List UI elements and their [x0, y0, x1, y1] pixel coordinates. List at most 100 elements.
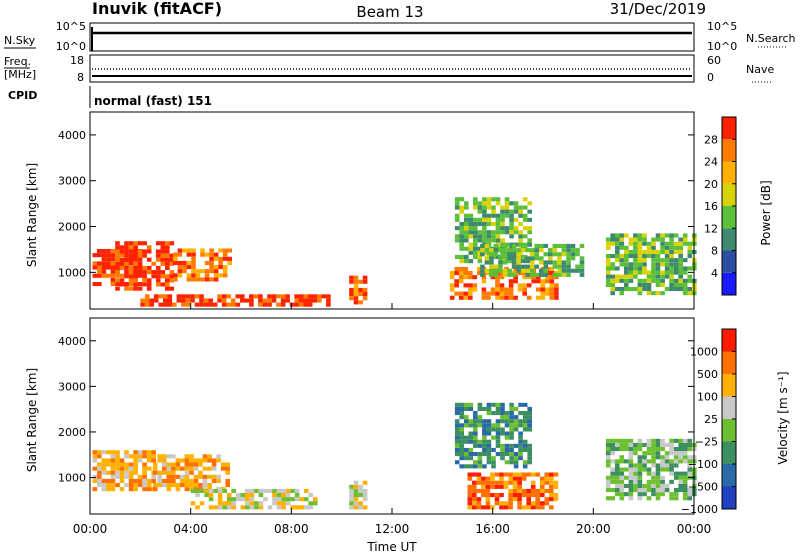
scatter-cell	[534, 248, 539, 253]
scatter-cell	[97, 483, 102, 488]
scatter-cell	[549, 480, 554, 485]
scatter-cell	[468, 402, 474, 407]
scatter-cell	[605, 475, 611, 480]
scatter-cell	[687, 459, 693, 464]
power-ylabel: Slant Range [km]	[25, 163, 39, 267]
scatter-cell	[92, 253, 98, 258]
scatter-cell	[549, 295, 555, 300]
scatter-cell	[575, 248, 580, 253]
scatter-cell	[527, 259, 532, 264]
scatter-cell	[464, 205, 469, 210]
scatter-cell	[511, 260, 517, 265]
scatter-cell	[180, 474, 185, 479]
scatter-cell	[651, 254, 656, 259]
scatter-cell	[678, 254, 683, 259]
scatter-cell	[628, 442, 634, 447]
scatter-cell	[494, 472, 500, 477]
scatter-cell	[199, 298, 204, 303]
scatter-cell	[307, 302, 313, 307]
scatter-cell	[115, 270, 120, 275]
scatter-cell	[646, 442, 652, 447]
scatter-cell	[509, 217, 514, 222]
scatter-cell	[195, 273, 201, 278]
scatter-cell	[349, 493, 354, 498]
scatter-cell	[521, 476, 527, 481]
scatter-cell	[358, 287, 363, 292]
scatter-cell	[610, 475, 615, 480]
scatter-cell	[473, 419, 478, 424]
scatter-cell	[240, 294, 245, 299]
scatter-cell	[553, 480, 559, 485]
scatter-cell	[540, 493, 545, 498]
scatter-cell	[678, 278, 683, 283]
scatter-cell	[637, 496, 643, 501]
scatter-cell	[97, 474, 102, 479]
scatter-cell	[152, 487, 158, 492]
scatter-cell	[624, 270, 629, 275]
scatter-cell	[500, 209, 505, 214]
scatter-cell	[530, 505, 536, 510]
colorbar-segment	[722, 117, 736, 140]
scatter-cell	[258, 294, 263, 299]
scatter-cell	[240, 497, 246, 502]
scatter-cell	[513, 275, 518, 280]
scatter-cell	[536, 295, 541, 300]
scatter-cell	[518, 456, 523, 461]
scatter-cell	[529, 268, 535, 273]
scatter-cell	[468, 291, 473, 296]
scatter-cell	[166, 487, 172, 492]
x-tick-label: 16:00	[475, 522, 510, 536]
scatter-cell	[682, 459, 688, 464]
scatter-cell	[454, 419, 460, 424]
scatter-cell	[495, 423, 501, 428]
scatter-cell	[165, 257, 170, 262]
scatter-cell	[166, 454, 172, 459]
scatter-cell	[158, 294, 164, 299]
scatter-cell	[110, 483, 116, 488]
scatter-cell	[642, 287, 647, 292]
scatter-cell	[110, 487, 116, 492]
scatter-cell	[152, 462, 158, 467]
scatter-cell	[468, 242, 474, 247]
scatter-cell	[539, 248, 544, 253]
scatter-cell	[495, 427, 501, 432]
colorbar-tick-label: 4	[711, 267, 718, 280]
scatter-cell	[495, 452, 501, 457]
scatter-cell	[464, 439, 469, 444]
scatter-cell	[464, 456, 469, 461]
scatter-cell	[655, 483, 661, 488]
scatter-cell	[664, 488, 670, 493]
scatter-cell	[624, 475, 629, 480]
scatter-cell	[473, 443, 478, 448]
scatter-cell	[526, 497, 531, 502]
scatter-cell	[500, 222, 505, 227]
scatter-cell	[473, 460, 478, 465]
scatter-cell	[527, 230, 532, 235]
scatter-cell	[124, 474, 129, 479]
scatter-cell	[258, 505, 264, 510]
scatter-cell	[673, 241, 679, 246]
scatter-cell	[195, 488, 200, 493]
scatter-cell	[504, 443, 510, 448]
scatter-cell	[566, 248, 571, 253]
scatter-cell	[509, 230, 514, 235]
scatter-cell	[637, 463, 643, 468]
colorbar-segment	[722, 228, 736, 251]
scatter-cell	[124, 241, 129, 246]
scatter-cell	[526, 488, 531, 493]
sky-panel	[89, 22, 695, 52]
scatter-cell	[508, 283, 514, 288]
scatter-cell	[495, 213, 501, 218]
scatter-cell	[619, 455, 625, 460]
scatter-cell	[171, 478, 176, 483]
scatter-cell	[605, 258, 611, 263]
scatter-cell	[171, 474, 176, 479]
scatter-cell	[468, 419, 474, 424]
scatter-cell	[610, 459, 615, 464]
scatter-cell	[610, 447, 615, 452]
scatter-cell	[660, 459, 665, 464]
scatter-cell	[106, 257, 111, 262]
scatter-cell	[191, 248, 196, 253]
scatter-cell	[502, 243, 508, 248]
scatter-cell	[673, 258, 679, 263]
